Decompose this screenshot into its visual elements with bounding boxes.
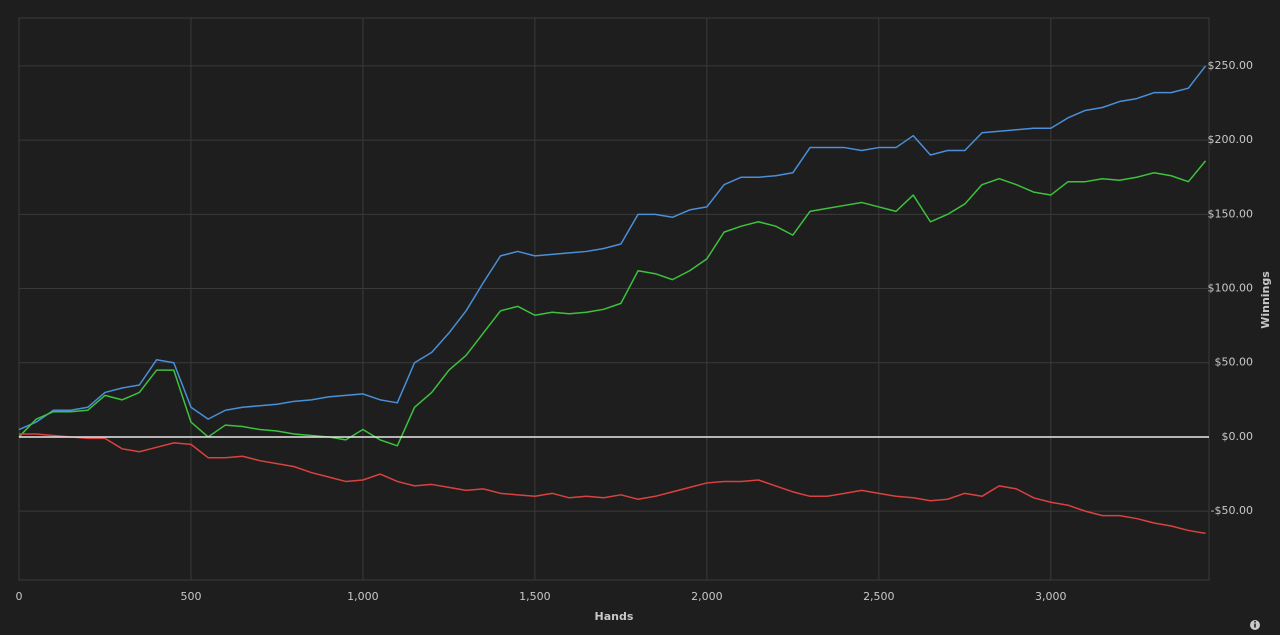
y-tick-label: $50.00: [1215, 356, 1254, 369]
x-tick-label: 1,000: [347, 590, 379, 603]
y-axis-label: Winnings: [1259, 271, 1272, 329]
x-tick-label: 500: [180, 590, 201, 603]
info-icon[interactable]: [1250, 620, 1260, 630]
x-tick-label: 0: [16, 590, 23, 603]
y-tick-label: -$50.00: [1211, 504, 1253, 517]
data-line: [19, 433, 1206, 535]
x-tick-label: 2,500: [863, 590, 895, 603]
x-axis-label: Hands: [595, 610, 634, 623]
y-tick-label: $100.00: [1208, 282, 1254, 295]
y-tick-label: $150.00: [1208, 207, 1254, 220]
y-tick-label: $200.00: [1208, 133, 1254, 146]
data-line: [18, 160, 1207, 447]
x-tick-label: 3,000: [1035, 590, 1067, 603]
y-tick-label: $0.00: [1222, 430, 1254, 443]
data-line: [18, 65, 1207, 431]
x-tick-label: 2,000: [691, 590, 723, 603]
y-tick-label: $250.00: [1208, 59, 1254, 72]
x-tick-label: 1,500: [519, 590, 551, 603]
